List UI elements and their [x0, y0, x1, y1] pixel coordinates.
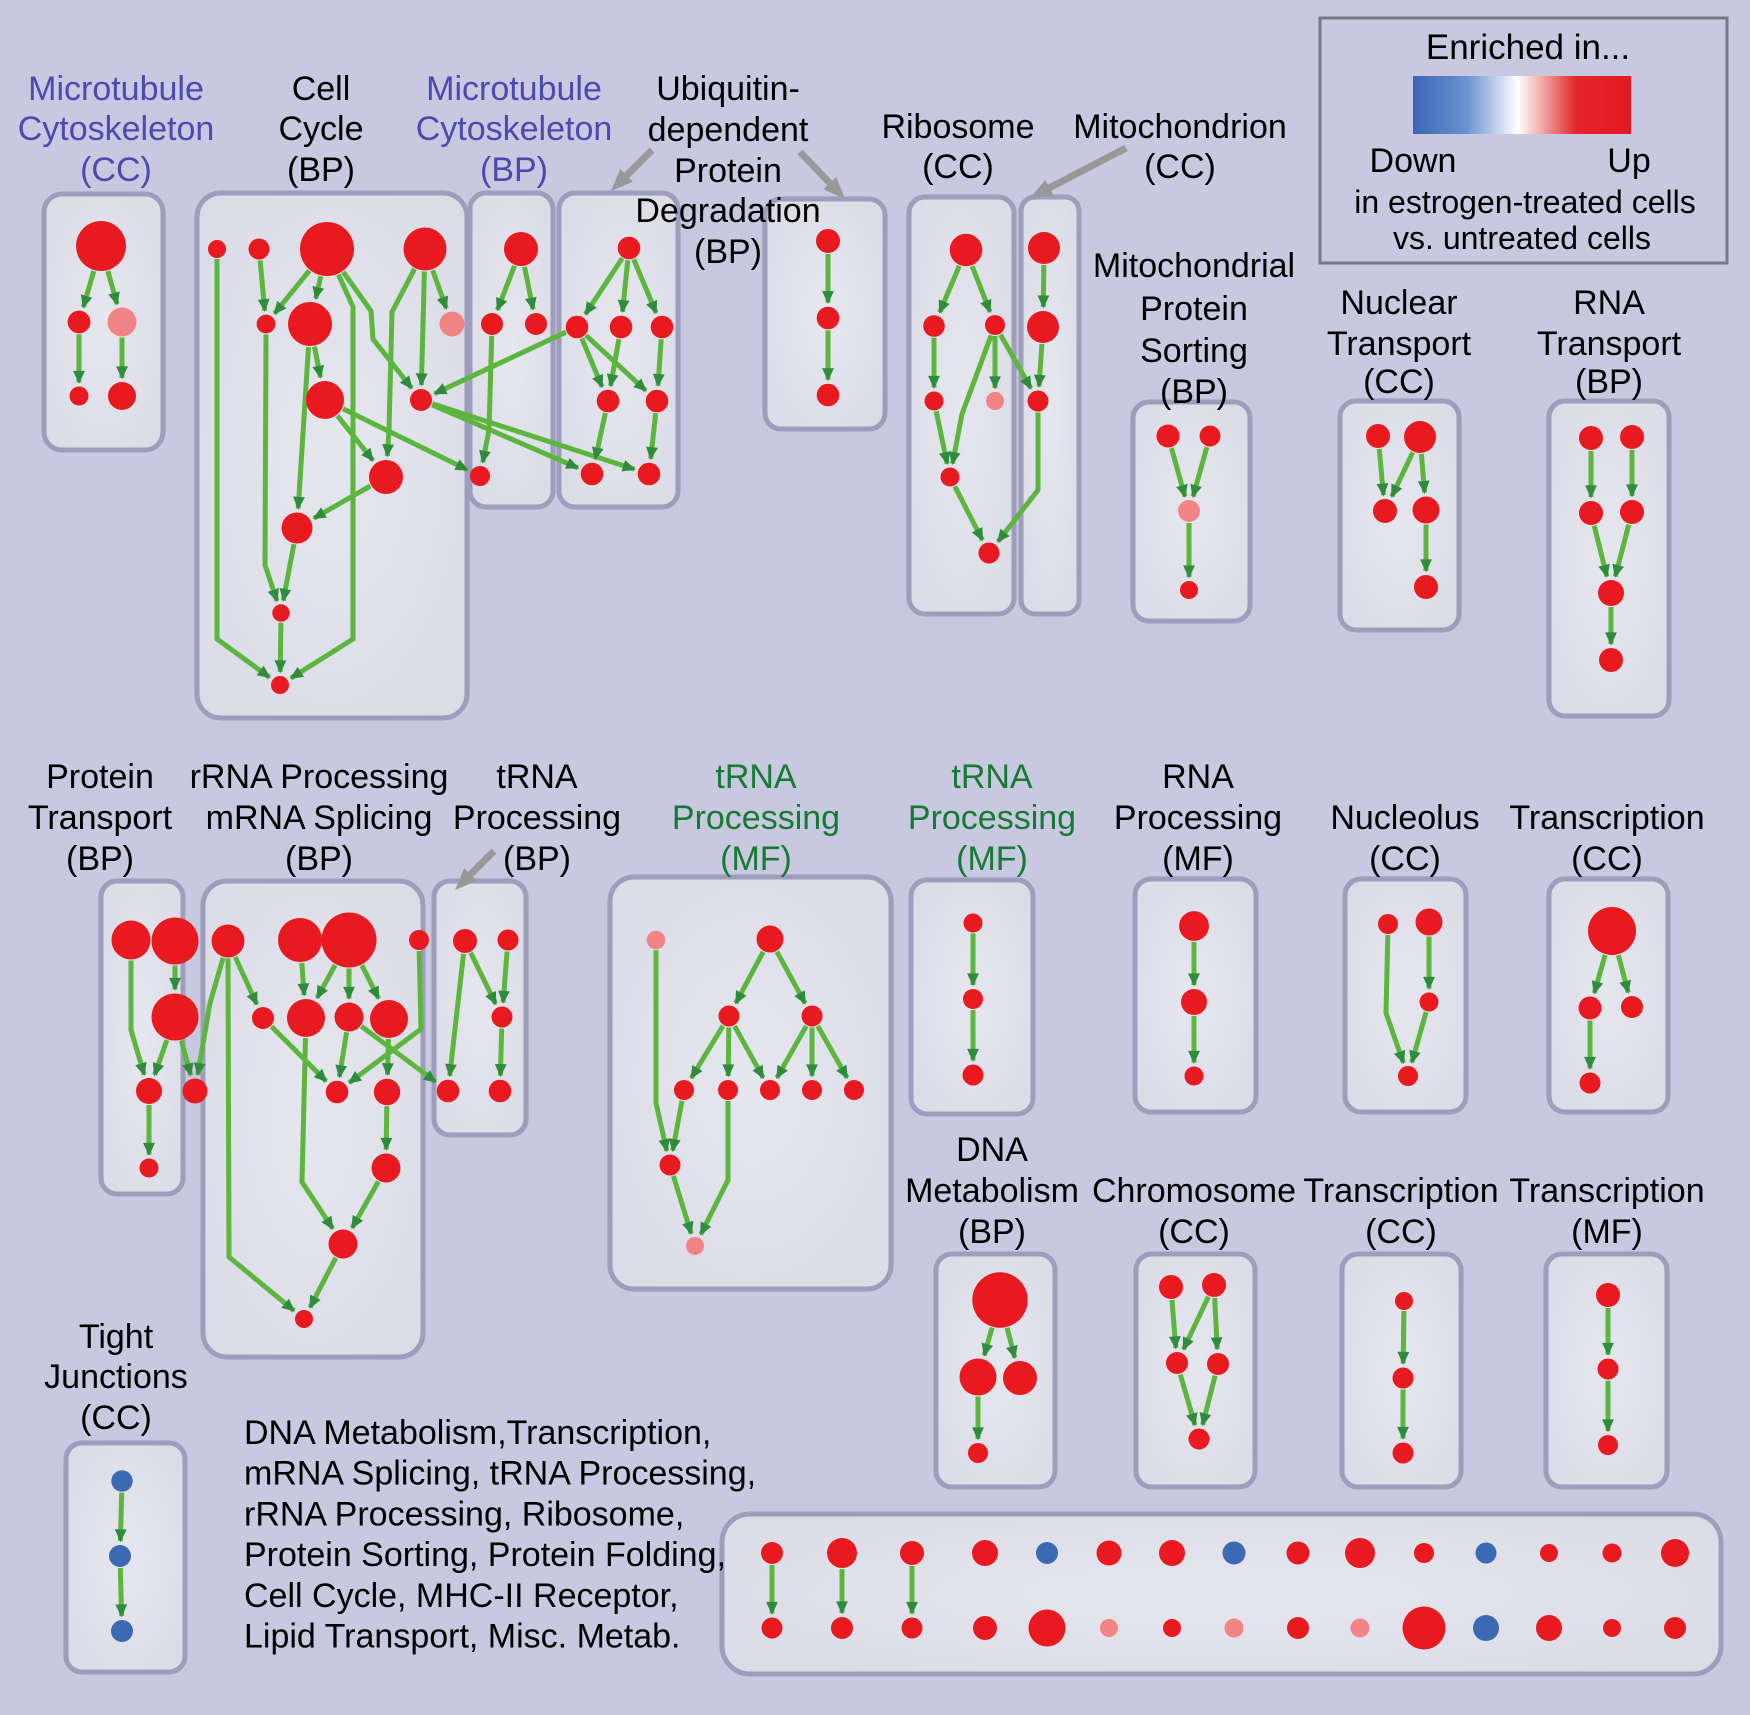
- svg-text:Transcription: Transcription: [1509, 1172, 1704, 1210]
- svg-text:rRNA Processing: rRNA Processing: [190, 758, 449, 796]
- svg-text:(BP): (BP): [1160, 373, 1228, 411]
- svg-text:Nucleolus: Nucleolus: [1330, 799, 1479, 837]
- svg-text:Ubiquitin-: Ubiquitin-: [656, 70, 800, 108]
- svg-text:Transport: Transport: [1327, 325, 1472, 363]
- svg-text:Down: Down: [1370, 142, 1457, 180]
- svg-text:Mitochondrion: Mitochondrion: [1073, 108, 1287, 146]
- svg-text:mRNA Splicing, tRNA Processing: mRNA Splicing, tRNA Processing,: [244, 1455, 756, 1493]
- svg-text:(BP): (BP): [66, 840, 134, 878]
- svg-text:Cycle: Cycle: [278, 110, 363, 148]
- svg-text:Processing: Processing: [453, 799, 621, 837]
- svg-text:Ribosome: Ribosome: [881, 108, 1034, 146]
- svg-text:DNA: DNA: [956, 1131, 1028, 1169]
- svg-text:Processing: Processing: [1114, 799, 1282, 837]
- svg-text:(CC): (CC): [80, 151, 152, 189]
- svg-text:(CC): (CC): [1571, 840, 1643, 878]
- svg-text:(BP): (BP): [285, 840, 353, 878]
- svg-text:Protein: Protein: [674, 152, 782, 190]
- svg-text:RNA: RNA: [1162, 758, 1234, 796]
- svg-text:Cytoskeleton: Cytoskeleton: [18, 110, 215, 148]
- svg-text:Lipid Transport, Misc. Metab.: Lipid Transport, Misc. Metab.: [244, 1618, 681, 1656]
- svg-text:Cell Cycle, MHC-II Receptor,: Cell Cycle, MHC-II Receptor,: [244, 1577, 679, 1615]
- svg-text:(MF): (MF): [1571, 1213, 1643, 1251]
- svg-text:Enriched in...: Enriched in...: [1426, 28, 1630, 67]
- svg-text:Sorting: Sorting: [1140, 332, 1248, 370]
- svg-text:(CC): (CC): [80, 1399, 152, 1437]
- svg-text:dependent: dependent: [648, 111, 809, 149]
- svg-text:(CC): (CC): [1158, 1213, 1230, 1251]
- svg-text:(BP): (BP): [694, 233, 762, 271]
- svg-text:(BP): (BP): [1575, 363, 1643, 401]
- svg-text:Protein Sorting, Protein Foldi: Protein Sorting, Protein Folding,: [244, 1536, 726, 1574]
- svg-text:Mitochondrial: Mitochondrial: [1093, 247, 1295, 285]
- svg-text:(MF): (MF): [720, 840, 792, 878]
- svg-text:RNA: RNA: [1573, 284, 1645, 322]
- svg-text:Cell: Cell: [292, 70, 351, 108]
- svg-text:(CC): (CC): [1369, 840, 1441, 878]
- svg-text:DNA Metabolism,Transcription,: DNA Metabolism,Transcription,: [244, 1414, 711, 1452]
- svg-text:Microtubule: Microtubule: [28, 70, 204, 108]
- svg-text:(CC): (CC): [1365, 1213, 1437, 1251]
- svg-text:Processing: Processing: [908, 799, 1076, 837]
- svg-text:Protein: Protein: [46, 758, 154, 796]
- svg-text:Metabolism: Metabolism: [905, 1172, 1079, 1210]
- svg-text:Up: Up: [1607, 142, 1650, 180]
- svg-text:mRNA Splicing: mRNA Splicing: [206, 799, 433, 837]
- svg-text:in estrogen-treated cells: in estrogen-treated cells: [1354, 184, 1696, 220]
- svg-text:tRNA: tRNA: [951, 758, 1033, 796]
- svg-text:rRNA Processing, Ribosome,: rRNA Processing, Ribosome,: [244, 1495, 684, 1533]
- svg-text:Tight: Tight: [79, 1318, 154, 1356]
- svg-text:Transport: Transport: [28, 799, 173, 837]
- svg-text:Degradation: Degradation: [635, 192, 820, 230]
- svg-text:tRNA: tRNA: [715, 758, 797, 796]
- svg-text:Protein: Protein: [1140, 290, 1248, 328]
- svg-text:(BP): (BP): [958, 1213, 1026, 1251]
- svg-text:(CC): (CC): [922, 148, 994, 186]
- svg-text:Transcription: Transcription: [1303, 1172, 1498, 1210]
- svg-text:(CC): (CC): [1144, 148, 1216, 186]
- svg-text:Chromosome: Chromosome: [1092, 1172, 1296, 1210]
- svg-text:(BP): (BP): [287, 151, 355, 189]
- svg-text:Microtubule: Microtubule: [426, 70, 602, 108]
- svg-text:(BP): (BP): [480, 151, 548, 189]
- svg-text:(BP): (BP): [503, 840, 571, 878]
- svg-text:Processing: Processing: [672, 799, 840, 837]
- svg-text:(CC): (CC): [1363, 363, 1435, 401]
- svg-text:Cytoskeleton: Cytoskeleton: [416, 110, 613, 148]
- svg-text:(MF): (MF): [956, 840, 1028, 878]
- svg-text:Junctions: Junctions: [44, 1358, 188, 1396]
- svg-text:Transport: Transport: [1537, 325, 1682, 363]
- svg-text:tRNA: tRNA: [496, 758, 578, 796]
- svg-text:vs. untreated cells: vs. untreated cells: [1393, 220, 1651, 256]
- svg-text:(MF): (MF): [1162, 840, 1234, 878]
- svg-text:Transcription: Transcription: [1509, 799, 1704, 837]
- svg-text:Nuclear: Nuclear: [1340, 284, 1457, 322]
